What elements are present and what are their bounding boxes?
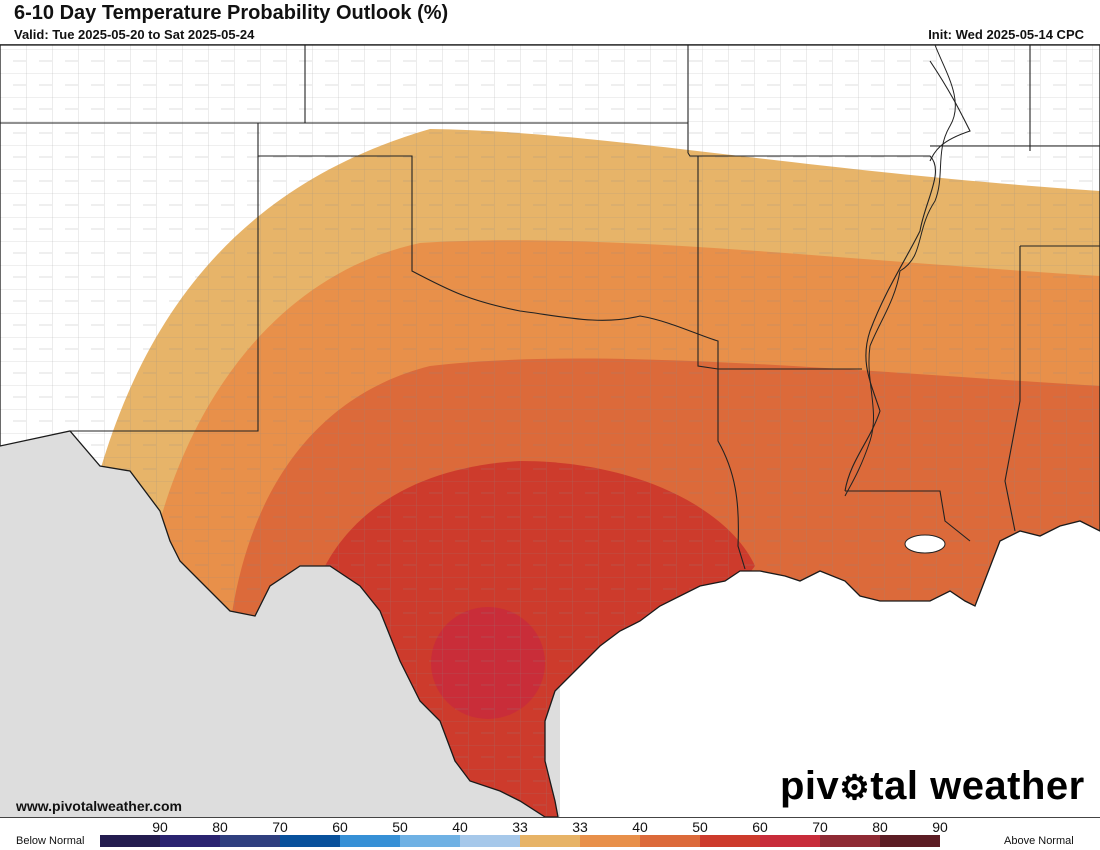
legend-swatch-below-70	[220, 835, 280, 847]
legend-tick-below-90: 90	[152, 819, 168, 835]
probability-map[interactable]	[0, 44, 1100, 818]
legend-tick-below-70: 70	[272, 819, 288, 835]
legend-swatch-below-80	[160, 835, 220, 847]
legend-tick-above-90: 90	[932, 819, 948, 835]
legend-swatch-below-40	[400, 835, 460, 847]
legend-tick-above-70: 70	[812, 819, 828, 835]
legend-above-label: Above Normal	[1004, 835, 1074, 847]
legend-tick-above-33: 33	[572, 819, 588, 835]
legend-tick-above-60: 60	[752, 819, 768, 835]
legend-tick-below-60: 60	[332, 819, 348, 835]
legend-tick-below-40: 40	[452, 819, 468, 835]
brand-logo: piv⚙tal weather	[780, 764, 1085, 809]
init-time: Init: Wed 2025-05-14 CPC	[928, 27, 1084, 42]
legend-swatch-above-50	[640, 835, 700, 847]
legend-swatch-above-33	[520, 835, 580, 847]
legend-tick-above-40: 40	[632, 819, 648, 835]
state-boundaries	[0, 45, 1100, 570]
map-title: 6-10 Day Temperature Probability Outlook…	[14, 2, 449, 24]
legend-swatch-above-40	[580, 835, 640, 847]
lake-pontchartrain	[904, 534, 946, 554]
legend-tick-below-50: 50	[392, 819, 408, 835]
legend-swatch-below-60	[280, 835, 340, 847]
website-url[interactable]: www.pivotalweather.com	[16, 798, 182, 814]
legend-swatch-above-90	[880, 835, 940, 847]
legend-tick-below-80: 80	[212, 819, 228, 835]
legend-tick-above-50: 50	[692, 819, 708, 835]
legend-swatch-below-90	[100, 835, 160, 847]
legend-swatch-above-80	[820, 835, 880, 847]
legend: Below Normal Above Normal 90 80 70 60 50 40 33…	[0, 818, 1100, 850]
gear-icon: ⚙	[839, 769, 871, 807]
brand-text: piv⚙tal weather	[780, 764, 1085, 808]
legend-swatch-below-50	[340, 835, 400, 847]
mississippi-river	[844, 45, 956, 497]
legend-tick-above-80: 80	[872, 819, 888, 835]
legend-below-label: Below Normal	[16, 835, 85, 847]
legend-tick-below-33: 33	[512, 819, 528, 835]
legend-swatch-above-60	[700, 835, 760, 847]
valid-period: Valid: Tue 2025-05-20 to Sat 2025-05-24	[14, 27, 255, 42]
legend-swatch-below-33	[460, 835, 520, 847]
legend-swatch-above-70	[760, 835, 820, 847]
